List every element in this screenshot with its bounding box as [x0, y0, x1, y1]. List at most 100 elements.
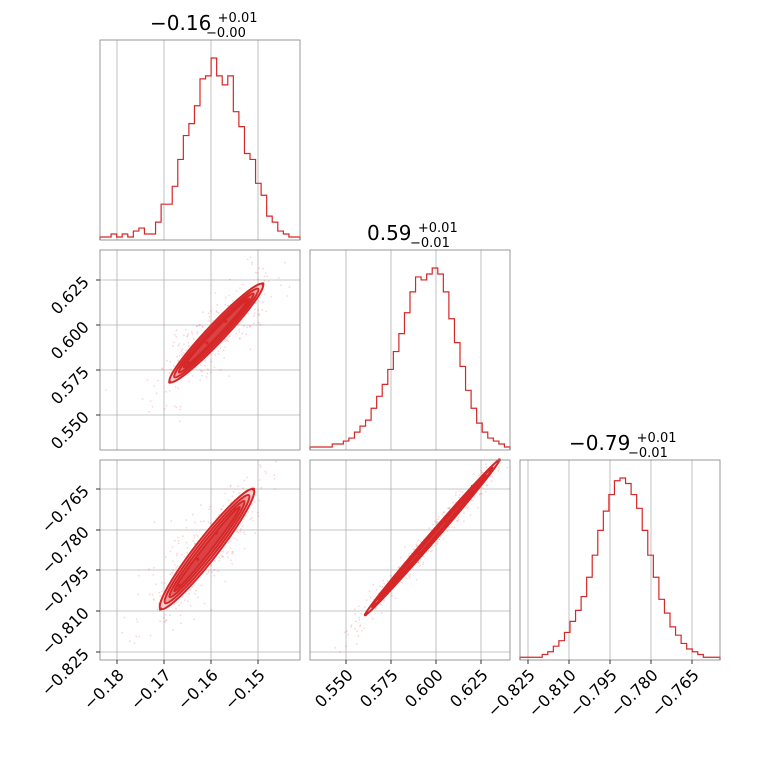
sample-point	[141, 398, 144, 400]
sample-point	[457, 517, 460, 519]
sample-point	[438, 538, 441, 541]
sample-point	[382, 579, 384, 582]
sample-point	[188, 380, 191, 383]
sample-point	[257, 278, 259, 281]
sample-point	[183, 334, 185, 337]
sample-point	[133, 642, 136, 644]
sample-point	[478, 474, 480, 477]
sample-point	[212, 319, 215, 322]
sample-point	[168, 614, 171, 617]
sample-point	[178, 420, 181, 423]
sample-point	[220, 508, 223, 511]
sample-point	[404, 546, 406, 548]
x-tick-label: 0.575	[356, 665, 402, 711]
y-tick-label: 0.600	[47, 317, 93, 363]
sample-point	[201, 326, 204, 328]
sample-point	[417, 561, 419, 564]
sample-point	[195, 533, 198, 536]
sample-point	[171, 546, 174, 548]
sample-point	[175, 566, 178, 569]
ridge-point	[444, 519, 448, 523]
sample-point	[439, 536, 442, 538]
sample-point	[218, 556, 221, 559]
sample-point	[409, 573, 412, 576]
sample-point	[156, 608, 159, 611]
sample-point	[163, 582, 166, 585]
sample-point	[432, 523, 434, 526]
title-0: −0.16 +0.01	[150, 11, 258, 35]
sample-point	[253, 312, 256, 314]
sample-point	[257, 515, 260, 517]
sample-point	[471, 499, 474, 501]
sample-point	[153, 521, 156, 523]
sample-point	[177, 359, 180, 362]
sample-point	[383, 582, 385, 585]
sample-point	[152, 566, 155, 569]
sample-point	[207, 571, 210, 574]
sample-point	[231, 300, 234, 302]
sample-point	[231, 562, 234, 565]
sample-point	[148, 593, 151, 596]
sample-point	[473, 473, 475, 476]
sample-point	[448, 507, 450, 510]
sample-point	[129, 640, 131, 643]
sample-point	[153, 385, 156, 387]
sample-point	[178, 604, 181, 607]
sample-point	[158, 610, 161, 612]
sample-point	[206, 372, 209, 375]
sample-point	[258, 321, 260, 324]
panel-frame	[99, 249, 301, 451]
x-tick-label: −0.18	[80, 665, 128, 713]
sample-point	[478, 492, 481, 495]
title-2-minus: −0.01	[628, 446, 668, 461]
ridge-point	[168, 380, 172, 384]
sample-point	[249, 518, 252, 520]
sample-point	[433, 520, 436, 523]
hist-panel-0: −0.16 +0.01 −0.00	[99, 11, 301, 241]
sample-point	[171, 572, 174, 574]
sample-point	[422, 561, 425, 564]
sample-point	[481, 471, 483, 474]
sample-point	[149, 400, 152, 403]
sample-point	[138, 574, 140, 577]
sample-point	[243, 325, 245, 327]
sample-point	[365, 599, 368, 601]
histogram-step-2	[519, 477, 721, 660]
sample-point	[199, 504, 202, 507]
sample-point	[254, 500, 256, 503]
sample-point	[164, 613, 167, 616]
sample-point	[137, 593, 140, 596]
sample-point	[485, 466, 488, 469]
title-1-minus: −0.01	[410, 236, 450, 251]
sample-point	[262, 301, 264, 304]
sample-point	[105, 389, 107, 391]
sample-point	[253, 315, 255, 317]
ridge-point	[390, 581, 394, 585]
title-0-plus: +0.01	[218, 11, 258, 26]
sample-point	[451, 526, 453, 528]
sample-point	[158, 591, 161, 594]
sample-point	[161, 368, 164, 371]
sample-point	[191, 333, 194, 336]
sample-point	[183, 352, 185, 354]
sample-point	[173, 539, 176, 542]
sample-point	[232, 491, 235, 493]
sample-point	[355, 643, 358, 645]
sample-point	[173, 564, 176, 566]
sample-point	[175, 406, 178, 409]
ridge-point	[177, 583, 181, 588]
sample-point	[477, 506, 479, 509]
sample-point	[165, 390, 168, 393]
sample-point	[190, 331, 193, 334]
sample-point	[181, 595, 184, 598]
sample-point	[123, 616, 126, 619]
sample-point	[222, 550, 225, 553]
title-1: 0.59 +0.01	[367, 221, 458, 245]
sample-point	[262, 267, 265, 270]
sample-point	[210, 608, 213, 611]
sample-point	[194, 521, 197, 524]
sample-point	[169, 573, 172, 576]
ridge-point	[470, 484, 475, 488]
sample-point	[339, 651, 341, 653]
samples-cloud-2-0	[121, 460, 277, 644]
